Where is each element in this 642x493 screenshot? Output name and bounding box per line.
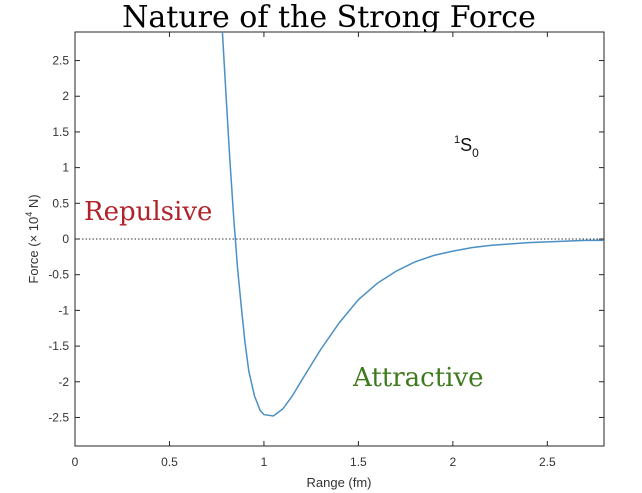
y-tick-label: 0.5 [52,196,69,210]
state-label-main: S [460,135,472,155]
y-axis-label: Force (× 104 N) [24,194,41,283]
x-axis-label: Range (fm) [306,475,371,490]
y-tick-label: -2.5 [48,410,69,424]
y-axis-label-exponent: 4 [24,212,34,217]
y-axis-label-tail: N) [26,194,41,211]
x-tick-label: 0 [72,455,79,469]
y-tick-label: 0 [62,232,69,246]
y-tick-label: 1.5 [52,125,69,139]
attractive-annotation: Attractive [352,363,484,393]
y-tick-label: -1 [58,303,69,317]
state-label-superscript: 1 [454,134,460,146]
x-axis: 0 0.5 1 1.5 2 2.5 [72,32,556,469]
x-tick-label: 1.5 [350,455,367,469]
y-tick-label: -2 [58,375,69,389]
x-tick-label: 0.5 [161,455,178,469]
y-tick-label: 1 [62,161,69,175]
state-label-subscript: 0 [472,146,479,160]
force-curve-line [221,31,604,417]
y-tick-label: -0.5 [48,268,69,282]
x-tick-label: 2.5 [539,455,556,469]
plot-area [74,31,605,447]
y-axis: 2.5 2 1.5 1 0.5 0 -0.5 -1 -1.5 -2 -2.5 [48,54,604,424]
repulsive-annotation: Repulsive [84,197,212,227]
state-label: 1S0 [454,134,479,160]
y-axis-label-main: Force (× 10 [26,217,41,284]
y-tick-label: 2 [62,89,69,103]
y-tick-label: 2.5 [52,54,69,68]
x-tick-label: 1 [261,455,268,469]
chart-title: Nature of the Strong Force [122,0,536,35]
x-tick-label: 2 [450,455,457,469]
y-tick-label: -1.5 [48,339,69,353]
